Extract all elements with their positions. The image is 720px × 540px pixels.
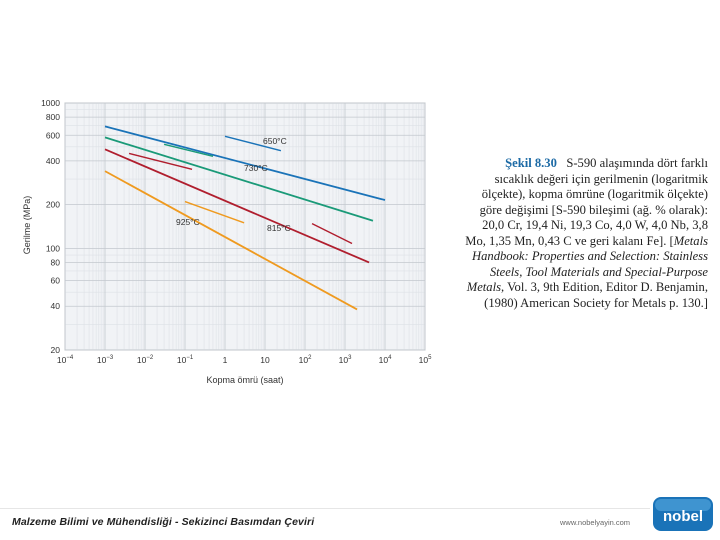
x-tick-exponent: −2 [146,355,154,361]
temperature-label-3: 925°C [176,217,200,227]
x-tick-label: 105 [419,355,432,365]
y-tick-label: 1000 [41,98,60,108]
x-tick-label: 102 [299,355,312,365]
nobel-logo: nobel [653,497,713,531]
x-tick-base: 10 [137,355,147,365]
x-tick-label: 103 [339,355,352,365]
plot-background [64,102,426,351]
x-tick-base: 1 [223,355,228,365]
series-2-band-1 [311,223,353,245]
y-tick-label: 600 [46,130,60,140]
caption-line-7: Steels, Tool Materials and Special-Purpo… [432,265,708,281]
caption-line-6: Handbook: Properties and Selection: Stai… [432,249,708,265]
caption-line-5-a: Mo, 1,35 Mn, 0,43 C ve geri kalanı Fe]. … [465,233,674,248]
x-tick-label: 10−2 [137,355,154,365]
footer-url[interactable]: www.nobelyayin.com [560,518,631,527]
caption-line-8-a: Metals, [466,280,505,294]
logo-highlight [655,499,711,511]
temperature-label-1: 730°C [244,163,268,173]
x-tick-exponent: 2 [308,355,312,361]
caption-line-0-text: S-590 alaşımında dört farklı [566,156,708,170]
series-2-band-0 [128,152,193,170]
y-tick-label: 80 [51,257,61,267]
caption-label: Şekil 8.30 [505,156,557,170]
temperature-label-0: 650°C [263,136,287,146]
series-0-band-0 [224,135,282,152]
footer-divider [0,508,650,509]
footer-book-title: Malzeme Bilimi ve Mühendisliği - Sekizin… [12,516,315,528]
chart-series [104,125,386,311]
x-tick-label: 10 [260,355,270,365]
y-tick-label: 60 [51,276,61,286]
series-line-0 [104,125,386,201]
x-tick-label: 1 [223,355,228,365]
caption-line-8: Metals, Vol. 3, 9th Edition, Editor D. B… [432,280,708,296]
x-tick-exponent: −1 [186,355,194,361]
x-tick-label: 10−4 [57,355,74,365]
caption-line-8-b: Vol. 3, 9th Edition, Editor D. Benjamin, [504,280,708,294]
series-line-3 [104,170,358,311]
y-tick-label: 20 [51,345,61,355]
series-line-2 [104,148,370,264]
x-tick-exponent: 5 [428,355,432,361]
chart-ticks: 10−4 10−3 10−2 10−1 1 10 102 103 104 105100080060… [41,98,432,365]
x-tick-exponent: 3 [348,355,352,361]
chart-grid [64,102,426,351]
y-tick-label: 40 [51,301,61,311]
caption-line-4: 20,0 Cr, 19,4 Ni, 19,3 Co, 4,0 W, 4,0 Nb… [482,218,708,232]
x-tick-label: 10−3 [97,355,114,365]
x-tick-base: 10 [57,355,67,365]
caption-line-6-text: Handbook: Properties and Selection: Stai… [472,249,708,263]
caption-line-0: Şekil 8.30 S-590 alaşımında dört farklı [432,156,708,172]
x-tick-base: 10 [419,355,429,365]
stress-rupture-chart: 10−4 10−3 10−2 10−1 1 10 102 103 104 105100080060… [22,98,432,385]
x-tick-label: 104 [379,355,392,365]
caption-line-2: ölçekte), kopma ömrüne (logaritmik ölçek… [481,187,708,201]
y-tick-label: 800 [46,112,60,122]
caption-line-5: Mo, 1,35 Mn, 0,43 C ve geri kalanı Fe]. … [432,234,708,250]
logo-text: nobel [663,508,703,525]
x-tick-base: 10 [177,355,187,365]
x-tick-base: 10 [379,355,389,365]
caption-line-3: göre değişimi [S-590 bileşimi (ağ. % ola… [479,202,708,217]
x-tick-exponent: 4 [388,355,392,361]
y-tick-label: 100 [46,243,60,253]
x-tick-base: 10 [339,355,349,365]
chart-annotations: 650°C 730°C 815°C 925°C [176,136,291,233]
y-tick-label: 200 [46,200,60,210]
x-tick-base: 10 [299,355,309,365]
x-tick-exponent: −3 [106,355,114,361]
caption-line-9: (1980) American Society for Metals p. 13… [484,295,708,310]
series-1-band-0 [163,143,214,157]
x-tick-base: 10 [260,355,270,365]
x-tick-base: 10 [97,355,107,365]
caption-line-7-text: Steels, Tool Materials and Special-Purpo… [489,264,708,279]
y-tick-label: 400 [46,156,60,166]
series-line-1 [104,136,374,222]
temperature-label-2: 815°C [267,223,291,233]
x-tick-label: 10−1 [177,355,194,365]
x-tick-exponent: −4 [66,355,74,361]
x-axis-label: Kopma ömrü (saat) [206,375,283,385]
caption-line-5-b: Metals [673,233,708,248]
figure-caption: Şekil 8.30 S-590 alaşımında dört farklı … [432,156,708,311]
caption-line-1: sıcaklık değeri için gerilmenin (logarit… [494,171,708,186]
y-axis-label: Gerilme (MPa) [22,196,32,255]
series-3-band-0 [184,200,245,224]
